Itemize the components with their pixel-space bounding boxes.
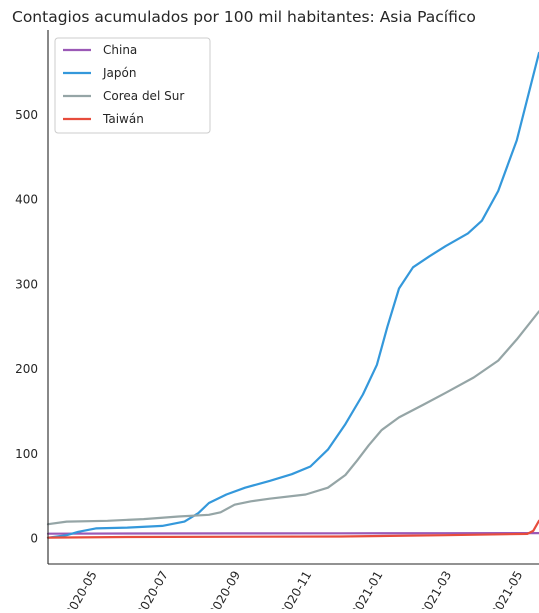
x-tick-label: 2021-05 [488, 569, 525, 610]
y-tick-label: 400 [15, 193, 38, 207]
plot-area [46, 51, 539, 539]
legend: China Japón Corea del Sur Taiwán [54, 37, 211, 134]
legend-label: Japón [102, 66, 136, 80]
series-line-2 [46, 310, 539, 526]
y-tick-label: 500 [15, 108, 38, 122]
legend-label: Corea del Sur [103, 89, 184, 103]
x-tick-label: 2021-01 [348, 569, 385, 610]
y-tick-label: 0 [30, 532, 38, 546]
legend-frame [54, 37, 211, 134]
y-tick-label: 100 [15, 447, 38, 461]
legend-label: China [103, 43, 137, 57]
series-line-0 [46, 532, 539, 535]
x-tick-label: 2020-07 [134, 569, 171, 610]
x-tick-label: 2020-09 [206, 569, 243, 610]
legend-label: Taiwán [102, 112, 144, 126]
x-tick-label: 2020-11 [277, 569, 314, 610]
series-line-1 [46, 51, 539, 539]
series-line-3 [46, 519, 539, 539]
chart-title: Contagios acumulados por 100 mil habitan… [12, 8, 476, 26]
y-tick-label: 200 [15, 362, 38, 376]
x-tick-label: 2021-03 [417, 569, 454, 610]
x-tick-label: 2020-05 [63, 569, 100, 610]
y-tick-label: 300 [15, 277, 38, 291]
